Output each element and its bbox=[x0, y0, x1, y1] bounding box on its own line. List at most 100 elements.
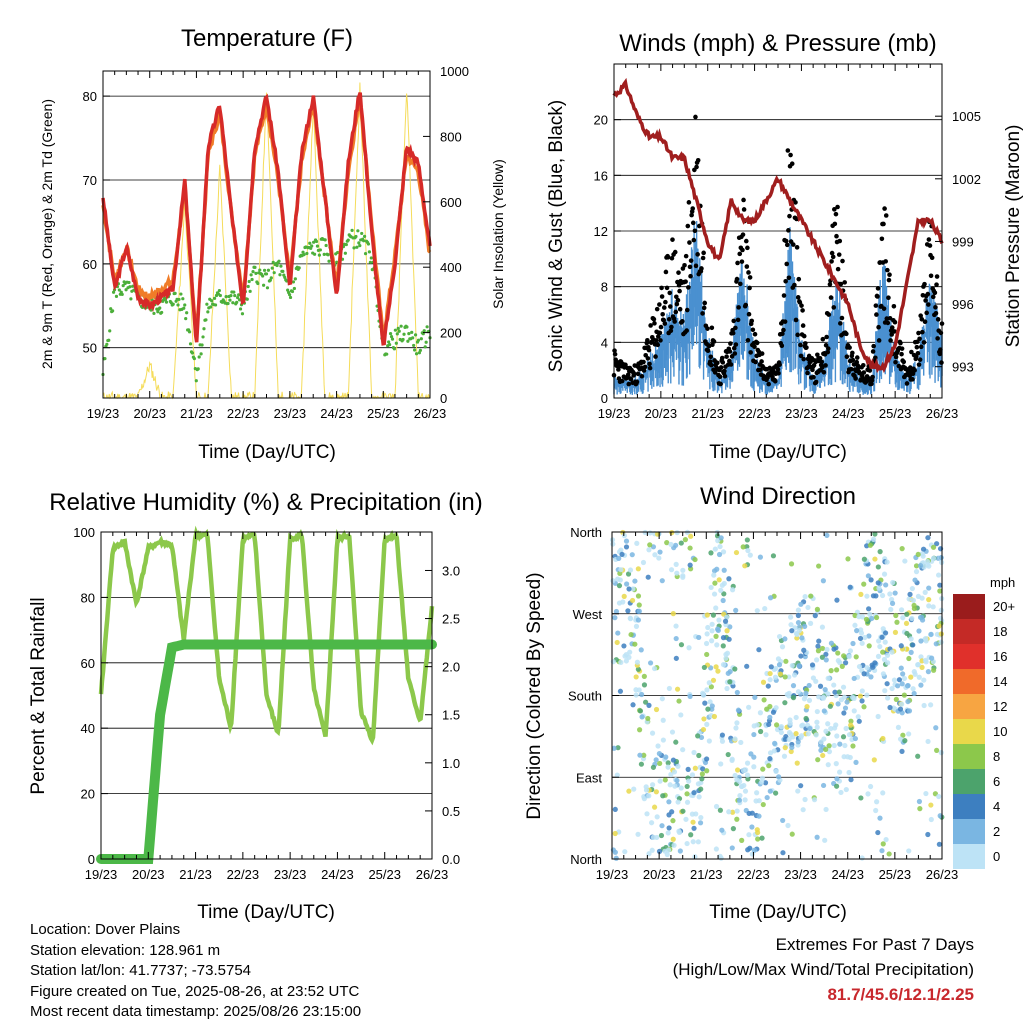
y-tick-label: 16 bbox=[594, 168, 608, 183]
gust-point bbox=[700, 311, 705, 316]
direction-point bbox=[875, 653, 882, 659]
gust-point bbox=[883, 213, 889, 218]
direction-point bbox=[936, 623, 942, 629]
dewpoint-point bbox=[254, 271, 258, 275]
direction-point bbox=[820, 578, 826, 584]
gust-point bbox=[804, 345, 809, 350]
direction-point bbox=[647, 542, 653, 548]
direction-point bbox=[931, 667, 937, 673]
gust-point bbox=[673, 309, 679, 315]
dewpoint-point bbox=[206, 310, 210, 314]
direction-point bbox=[877, 643, 883, 650]
direction-point bbox=[898, 643, 904, 649]
gust-point bbox=[733, 325, 738, 331]
direction-point bbox=[825, 691, 831, 697]
direction-point bbox=[654, 814, 660, 820]
gust-point bbox=[921, 340, 927, 345]
wind-direction-title: Wind Direction bbox=[700, 483, 856, 510]
direction-point bbox=[938, 607, 944, 613]
direction-point bbox=[657, 549, 663, 555]
gust-point bbox=[616, 367, 621, 372]
direction-point bbox=[664, 540, 670, 546]
dewpoint-point bbox=[188, 342, 193, 346]
gust-point bbox=[715, 360, 720, 366]
x-tick-label: 23/23 bbox=[785, 406, 818, 421]
direction-point bbox=[616, 583, 623, 589]
gust-point bbox=[823, 363, 828, 368]
y-tick-label: 20 bbox=[81, 787, 95, 802]
direction-point bbox=[904, 611, 910, 617]
figure-created: Figure created on Tue, 2025-08-26, at 23… bbox=[30, 982, 360, 1000]
gust-point bbox=[712, 370, 718, 375]
x-tick-label: 20/23 bbox=[133, 406, 166, 421]
direction-point bbox=[928, 631, 934, 637]
direction-point bbox=[709, 703, 715, 709]
direction-point bbox=[871, 757, 877, 763]
direction-point bbox=[936, 572, 942, 578]
direction-point bbox=[733, 549, 740, 556]
gust-point bbox=[722, 373, 728, 379]
legend-label: 12 bbox=[993, 699, 1007, 714]
y2-tick-label: 800 bbox=[440, 129, 462, 144]
direction-point bbox=[680, 573, 686, 579]
x-tick-label: 22/23 bbox=[227, 406, 260, 421]
dewpoint-point bbox=[218, 293, 222, 298]
gust-point bbox=[803, 341, 808, 346]
direction-point bbox=[883, 582, 889, 588]
direction-point bbox=[720, 549, 727, 555]
direction-point bbox=[770, 709, 777, 715]
direction-point bbox=[727, 679, 733, 685]
gust-point bbox=[934, 282, 939, 287]
dewpoint-point bbox=[413, 333, 418, 337]
gust-point bbox=[619, 378, 625, 384]
gust-point bbox=[842, 280, 847, 285]
direction-point bbox=[742, 788, 749, 794]
y2-tick-label: 3.0 bbox=[442, 563, 460, 578]
direction-point bbox=[673, 655, 679, 661]
gust-point bbox=[920, 329, 925, 335]
gust-point bbox=[705, 326, 710, 331]
direction-point bbox=[905, 698, 911, 705]
temperature-panel: Temperature (F) 50 60 70 80 0 200 400 600 800 10… bbox=[39, 25, 506, 463]
gust-point bbox=[700, 255, 706, 261]
direction-point bbox=[843, 725, 849, 732]
direction-point bbox=[637, 708, 644, 714]
direction-point bbox=[656, 848, 663, 854]
y-tick-label: 4 bbox=[601, 335, 608, 350]
direction-point bbox=[811, 797, 818, 803]
direction-point bbox=[788, 748, 794, 755]
direction-point bbox=[628, 631, 634, 638]
direction-point bbox=[795, 788, 801, 794]
direction-point bbox=[678, 712, 684, 718]
gust-point bbox=[658, 338, 663, 343]
direction-point bbox=[692, 765, 698, 771]
gust-point bbox=[860, 362, 866, 368]
direction-point bbox=[621, 533, 628, 539]
direction-point bbox=[613, 855, 619, 861]
dewpoint-point bbox=[117, 288, 121, 292]
winds-x-ticks: 19/23 20/23 21/23 22/23 23/23 24/23 25/23 26/23 bbox=[598, 64, 958, 421]
direction-point bbox=[690, 819, 696, 825]
x-tick-label: 19/23 bbox=[85, 867, 118, 882]
direction-point bbox=[835, 650, 841, 656]
direction-point bbox=[793, 731, 799, 737]
legend-swatch bbox=[953, 669, 985, 694]
direction-point bbox=[892, 590, 898, 596]
direction-point bbox=[908, 649, 914, 655]
direction-point bbox=[782, 674, 788, 680]
direction-point bbox=[616, 555, 622, 561]
direction-point bbox=[793, 714, 799, 721]
direction-point bbox=[691, 825, 697, 831]
temperature-ylabel: 2m & 9m T (Red, Orange) & 2m Td (Green) bbox=[39, 99, 55, 369]
direction-point bbox=[805, 604, 811, 611]
y-tick-label: 12 bbox=[594, 224, 608, 239]
direction-point bbox=[861, 704, 867, 710]
direction-point bbox=[762, 605, 768, 612]
direction-point bbox=[901, 692, 907, 698]
direction-point bbox=[861, 581, 867, 587]
dewpoint-point bbox=[423, 345, 427, 349]
dewpoint-point bbox=[201, 335, 205, 339]
direction-point bbox=[819, 654, 825, 660]
gust-point bbox=[677, 288, 682, 294]
